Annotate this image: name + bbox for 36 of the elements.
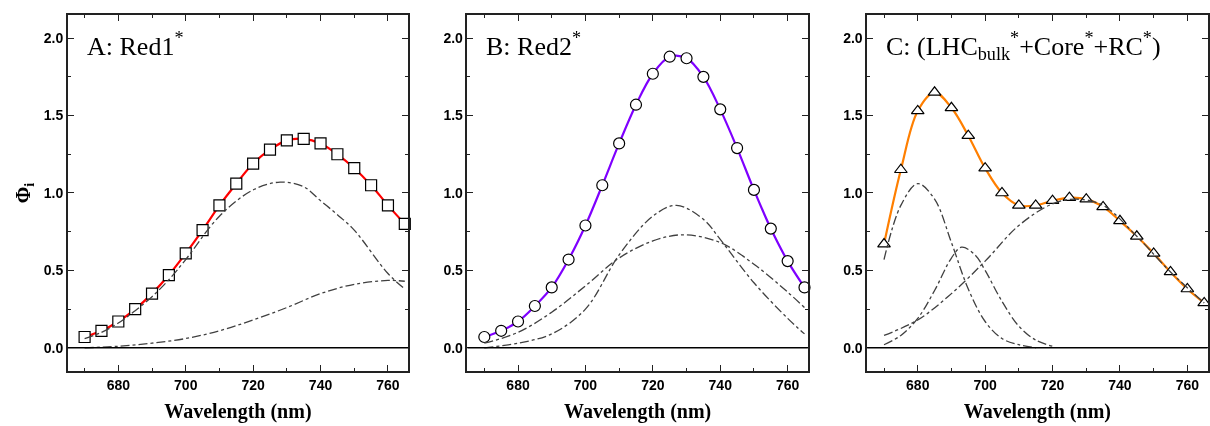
y-tick-label: 1.5 [843, 107, 863, 124]
x-axis-title: Wavelength (nm) [963, 399, 1111, 423]
y-tick-label: 0.5 [443, 262, 464, 279]
x-tick-label: 740 [1108, 376, 1132, 393]
x-tick-label: 740 [708, 376, 733, 393]
y-tick-label: 0.5 [43, 262, 64, 279]
y-tick-label: 2.0 [443, 30, 464, 47]
y-tick-label: 1.0 [843, 184, 863, 201]
x-axis-title: Wavelength (nm) [164, 399, 312, 423]
x-tick-label: 760 [775, 376, 800, 393]
text: B: Red2$^{*}$ [486, 28, 582, 61]
text: A: Red1$^{*}$ [87, 28, 184, 61]
y-tick-label: 2.0 [43, 30, 64, 47]
x-tick-label: 720 [1040, 376, 1065, 393]
x-tick-label: 700 [174, 376, 198, 393]
x-tick-label: 720 [641, 376, 665, 393]
y-tick-label: 0.0 [443, 339, 464, 356]
y-tick-label: 0.0 [843, 339, 863, 356]
x-tick-label: 680 [506, 376, 530, 393]
x-axis-title: Wavelength (nm) [564, 399, 712, 423]
x-tick-label: 720 [241, 376, 266, 393]
y-tick-label: 1.0 [443, 184, 464, 201]
x-tick-label: 680 [106, 376, 131, 393]
y-tick-label: 2.0 [843, 30, 863, 47]
x-tick-label: 760 [1175, 376, 1200, 393]
y-tick-label: 1.0 [43, 184, 64, 201]
y-tick-label: 0.5 [843, 262, 863, 279]
x-tick-label: 700 [973, 376, 998, 393]
x-tick-label: 680 [906, 376, 930, 393]
y-tick-label: 1.5 [43, 107, 64, 124]
y-tick-label: 0.0 [43, 339, 64, 356]
x-tick-label: 700 [573, 376, 598, 393]
x-tick-label: 740 [308, 376, 333, 393]
y-tick-label: 1.5 [443, 107, 464, 124]
x-tick-label: 760 [376, 376, 400, 393]
text: C: (LHC$_{bulk}$$^{*}$+Core$^{*}$+RC$^{*}$) [886, 28, 1161, 65]
